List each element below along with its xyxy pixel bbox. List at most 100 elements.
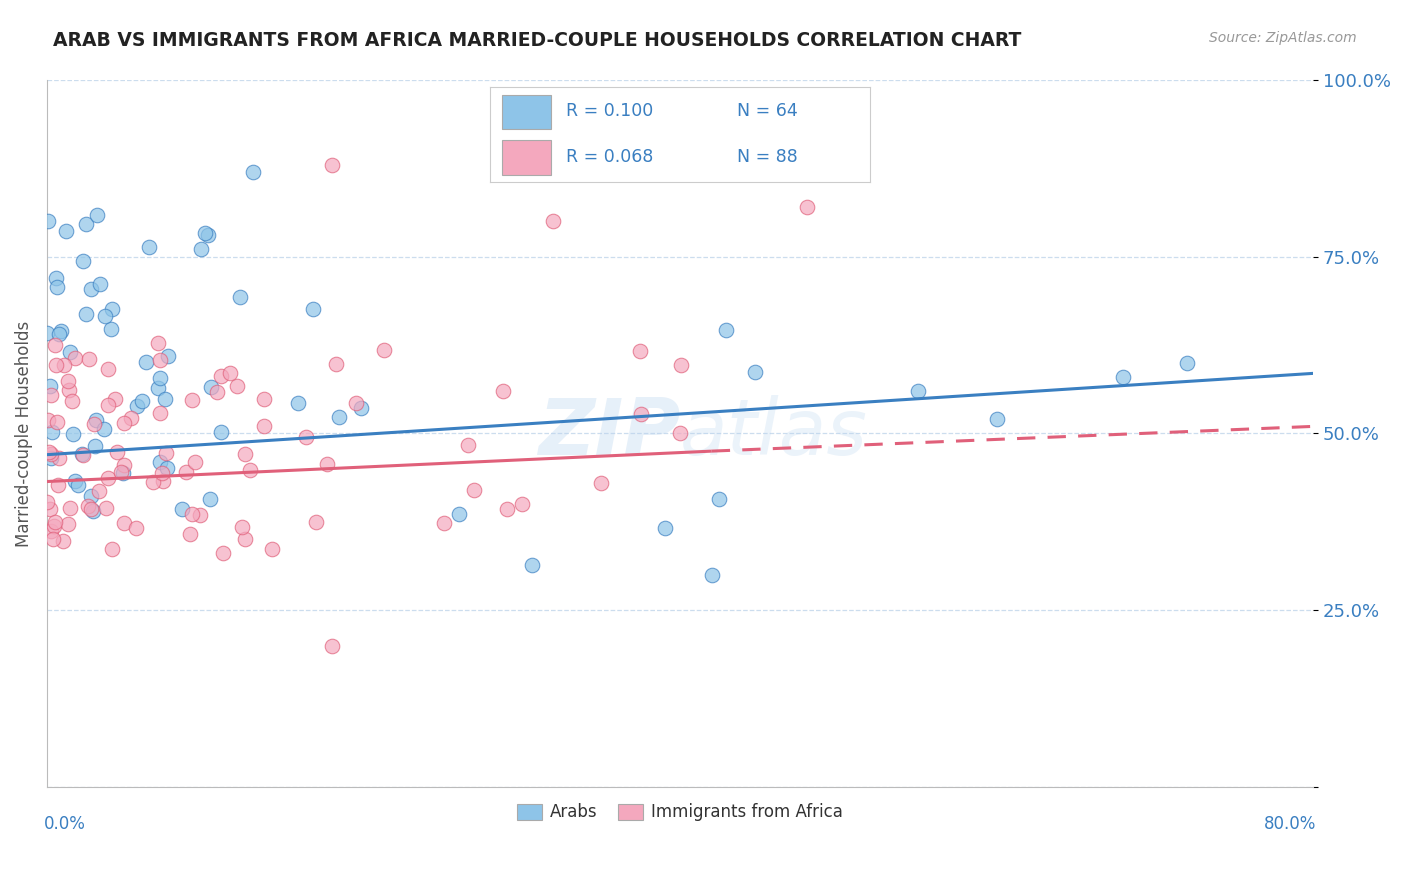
Point <box>72 448 94 462</box>
Point <box>149 455 172 469</box>
Point <box>55 224 77 238</box>
Point <box>39 524 62 539</box>
Point <box>94 309 117 323</box>
Point <box>205 384 228 399</box>
Point <box>66 478 89 492</box>
Point <box>155 446 177 460</box>
Point <box>80 489 103 503</box>
Point <box>112 416 135 430</box>
Point <box>83 439 105 453</box>
Text: ARAB VS IMMIGRANTS FROM AFRICA MARRIED-COUPLE HOUSEHOLDS CORRELATION CHART: ARAB VS IMMIGRANTS FROM AFRICA MARRIED-C… <box>53 31 1022 50</box>
Point <box>654 521 676 535</box>
Point <box>148 381 170 395</box>
Point <box>449 507 471 521</box>
Point <box>89 277 111 292</box>
Point <box>1112 370 1135 384</box>
Point <box>325 357 347 371</box>
Point <box>39 447 62 461</box>
Point <box>112 458 135 473</box>
Point <box>183 455 205 469</box>
Point <box>986 412 1008 426</box>
Legend: Arabs, Immigrants from Africa: Arabs, Immigrants from Africa <box>510 797 849 828</box>
Point <box>38 444 60 458</box>
Point <box>630 407 652 421</box>
Point <box>110 465 132 479</box>
Point <box>51 324 73 338</box>
Point <box>89 483 111 498</box>
Point <box>100 321 122 335</box>
Point <box>112 516 135 530</box>
Point <box>103 392 125 407</box>
Point <box>111 466 134 480</box>
Point <box>83 417 105 431</box>
Point <box>72 253 94 268</box>
Point <box>58 374 80 388</box>
Point <box>156 349 179 363</box>
Point <box>46 478 69 492</box>
Point <box>700 567 723 582</box>
Point <box>174 465 197 479</box>
Point <box>93 422 115 436</box>
Point <box>209 368 232 383</box>
Point <box>77 499 100 513</box>
Point <box>350 401 373 415</box>
Point <box>1175 356 1198 370</box>
Point <box>82 504 104 518</box>
Point <box>44 516 66 530</box>
Point <box>522 558 544 572</box>
Point <box>37 413 59 427</box>
Point <box>238 462 260 476</box>
Point <box>669 426 692 441</box>
Point <box>152 466 174 480</box>
Point <box>60 393 83 408</box>
Point <box>100 302 122 317</box>
Point <box>48 450 70 465</box>
Point <box>152 475 174 489</box>
Point <box>44 337 66 351</box>
Point <box>42 532 65 546</box>
Point <box>669 359 692 373</box>
Point <box>62 426 84 441</box>
Point <box>373 343 395 357</box>
Point <box>84 412 107 426</box>
Point <box>39 451 62 466</box>
Point <box>225 379 247 393</box>
Point <box>253 419 276 434</box>
Point <box>75 217 97 231</box>
Point <box>190 242 212 256</box>
Point <box>301 302 323 317</box>
Point <box>70 447 93 461</box>
Point <box>242 165 264 179</box>
Point <box>197 227 219 242</box>
Point <box>96 471 118 485</box>
Point <box>80 282 103 296</box>
Point <box>80 502 103 516</box>
Point <box>321 639 343 653</box>
Point <box>233 532 256 546</box>
Point <box>41 425 63 440</box>
Point <box>172 501 194 516</box>
Point <box>589 475 612 490</box>
Point <box>200 492 222 507</box>
Point <box>305 515 328 529</box>
Point <box>231 520 253 534</box>
Point <box>707 491 730 506</box>
Point <box>58 383 80 397</box>
Point <box>41 388 63 402</box>
Point <box>149 352 172 367</box>
Point <box>149 407 172 421</box>
Point <box>138 240 160 254</box>
Point <box>35 495 58 509</box>
Point <box>179 526 201 541</box>
Point <box>200 379 222 393</box>
Point <box>75 307 97 321</box>
Point <box>45 358 67 372</box>
Point <box>86 209 108 223</box>
Point <box>219 366 242 380</box>
Point <box>77 351 100 366</box>
Point <box>42 519 65 533</box>
Point <box>48 326 70 341</box>
Point <box>131 393 153 408</box>
Point <box>52 533 75 548</box>
Point <box>457 437 479 451</box>
